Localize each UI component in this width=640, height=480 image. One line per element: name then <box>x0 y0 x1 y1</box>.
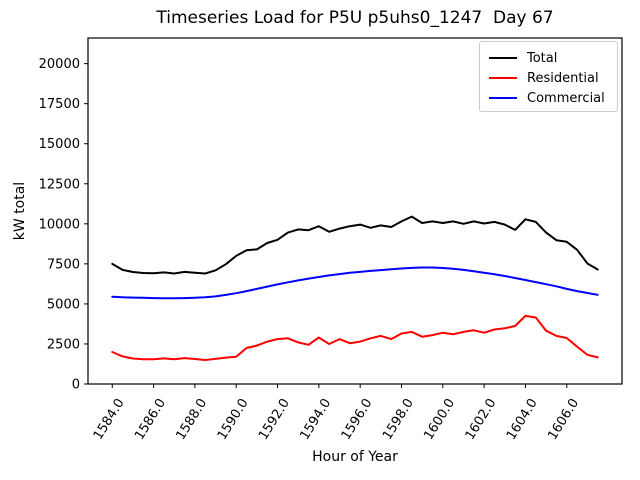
residential-line-swatch <box>489 77 517 79</box>
y-tick-label: 5000 <box>47 297 80 312</box>
x-tick-label: 1606.0 <box>545 396 582 443</box>
commercial-line-swatch <box>489 97 517 99</box>
x-tick-label: 1596.0 <box>339 396 376 443</box>
plot-frame <box>87 37 623 385</box>
y-tick-label: 12500 <box>39 177 80 192</box>
x-tick-label: 1604.0 <box>504 396 541 443</box>
y-tick-label: 20000 <box>39 57 80 72</box>
x-tick-label: 1598.0 <box>380 396 417 443</box>
legend-item-commercial: Commercial <box>489 88 617 108</box>
total-line-swatch <box>489 57 517 59</box>
legend-label-residential: Residential <box>527 70 599 86</box>
y-tick-label: 15000 <box>39 137 80 152</box>
series-commercial-line <box>111 266 599 300</box>
legend-label-commercial: Commercial <box>527 90 605 106</box>
legend-item-residential: Residential <box>489 68 617 88</box>
x-tick-label: 1586.0 <box>132 396 169 443</box>
x-tick-label: 1584.0 <box>91 396 128 443</box>
x-tick-label: 1602.0 <box>463 396 500 443</box>
series-residential-line <box>111 314 599 361</box>
legend: Total Residential Commercial <box>479 41 618 112</box>
x-tick-label: 1590.0 <box>215 396 252 443</box>
y-tick-label: 17500 <box>39 97 80 112</box>
x-tick-label: 1592.0 <box>256 396 293 443</box>
legend-label-total: Total <box>527 50 558 66</box>
y-tick-label: 10000 <box>39 217 80 232</box>
legend-item-total: Total <box>489 48 617 68</box>
chart-title: Timeseries Load for P5U p5uhs0_1247 Day … <box>156 8 554 28</box>
y-tick-label: 0 <box>72 378 80 393</box>
x-axis-label: Hour of Year <box>312 449 398 465</box>
y-tick-label: 7500 <box>47 257 80 272</box>
x-tick-label: 1594.0 <box>297 396 334 443</box>
y-tick-label: 2500 <box>47 337 80 352</box>
series-total-line <box>111 215 599 275</box>
x-tick-label: 1600.0 <box>421 396 458 443</box>
x-tick-label: 1588.0 <box>173 396 210 443</box>
